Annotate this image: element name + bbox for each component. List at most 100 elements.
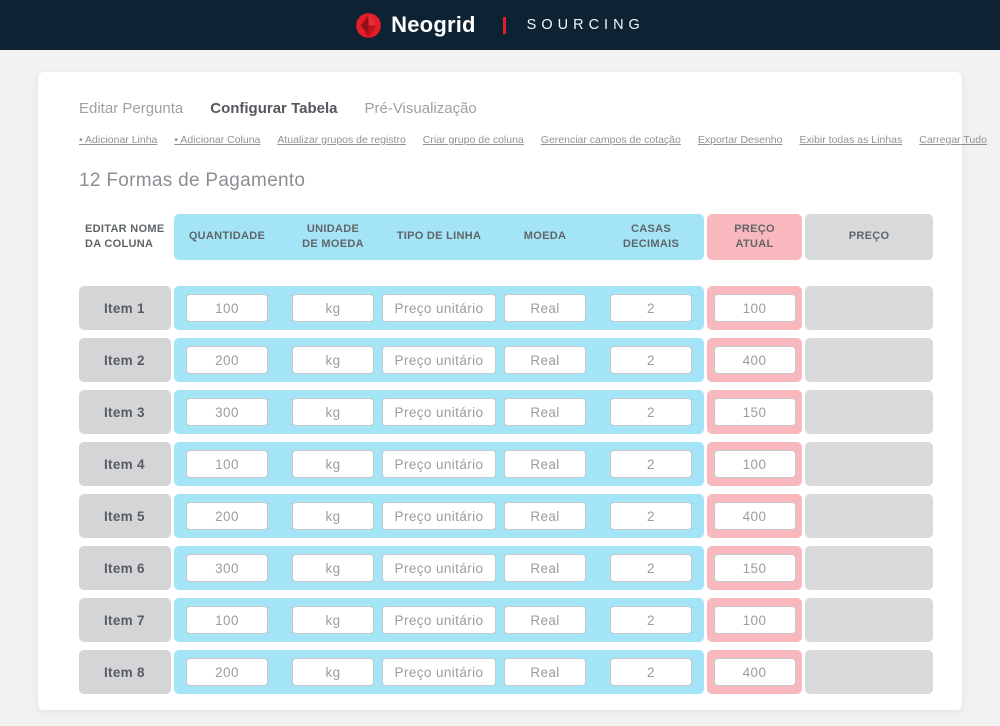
column-header-moeda[interactable]: MOEDA (523, 230, 567, 243)
tipo-de-linha-input[interactable] (382, 606, 496, 634)
tab-pre-visualizacao[interactable]: Pré-Visualização (364, 100, 477, 117)
row-current-price-band (707, 338, 802, 382)
row-label[interactable]: Item 7 (79, 598, 171, 642)
row-label[interactable]: Item 3 (79, 390, 171, 434)
unidade-de-moeda-input[interactable] (292, 502, 374, 530)
link-exportar-desenho[interactable]: Exportar Desenho (697, 134, 783, 146)
row-label[interactable]: Item 5 (79, 494, 171, 538)
casas-decimais-input[interactable] (610, 450, 692, 478)
casas-decimais-input[interactable] (610, 398, 692, 426)
link-adicionar-linha[interactable]: • Adicionar Linha (79, 134, 158, 146)
editable-columns-header-band: QUANTIDADE UNIDADE DE MOEDA TIPO DE LINH… (174, 214, 704, 260)
toolbar-links: • Adicionar Linha • Adicionar Coluna Atu… (79, 134, 987, 146)
moeda-input[interactable] (504, 294, 586, 322)
row-price-cell-empty (805, 390, 933, 434)
row-editable-band (174, 286, 704, 330)
preco-atual-input[interactable] (713, 658, 796, 686)
preco-atual-input[interactable] (713, 450, 796, 478)
tab-editar-pergunta[interactable]: Editar Pergunta (79, 100, 184, 117)
table-row: Item 2 (79, 338, 933, 382)
row-editable-band (174, 338, 704, 382)
row-label[interactable]: Item 1 (79, 286, 171, 330)
row-current-price-band (707, 546, 802, 590)
casas-decimais-input[interactable] (610, 606, 692, 634)
quantidade-input[interactable] (186, 502, 268, 530)
unidade-de-moeda-input[interactable] (292, 658, 374, 686)
table-row: Item 3 (79, 390, 933, 434)
preco-atual-input[interactable] (713, 606, 796, 634)
quantidade-input[interactable] (186, 606, 268, 634)
preco-atual-input[interactable] (713, 294, 796, 322)
tipo-de-linha-input[interactable] (382, 294, 496, 322)
table-header-row: EDITAR NOME DA COLUNA QUANTIDADE UNIDADE… (79, 214, 933, 260)
tipo-de-linha-input[interactable] (382, 398, 496, 426)
tipo-de-linha-input[interactable] (382, 502, 496, 530)
row-price-cell-empty (805, 598, 933, 642)
row-current-price-band (707, 494, 802, 538)
moeda-input[interactable] (504, 606, 586, 634)
preco-atual-input[interactable] (713, 554, 796, 582)
link-criar-grupo-de-coluna[interactable]: Criar grupo de coluna (422, 134, 524, 146)
tipo-de-linha-input[interactable] (382, 658, 496, 686)
link-carregar-tudo[interactable]: Carregar Tudo (919, 134, 987, 146)
unidade-de-moeda-input[interactable] (292, 606, 374, 634)
row-label[interactable]: Item 2 (79, 338, 171, 382)
quantidade-input[interactable] (186, 658, 268, 686)
tipo-de-linha-input[interactable] (382, 554, 496, 582)
row-editable-band (174, 494, 704, 538)
column-header-tipo-de-linha[interactable]: TIPO DE LINHA (396, 230, 482, 243)
unidade-de-moeda-input[interactable] (292, 294, 374, 322)
unidade-de-moeda-input[interactable] (292, 398, 374, 426)
casas-decimais-input[interactable] (610, 658, 692, 686)
row-price-cell-empty (805, 286, 933, 330)
moeda-input[interactable] (504, 398, 586, 426)
moeda-input[interactable] (504, 554, 586, 582)
moeda-input[interactable] (504, 346, 586, 374)
casas-decimais-input[interactable] (610, 502, 692, 530)
column-header-casas-decimais[interactable]: CASAS DECIMAIS (622, 222, 680, 250)
tipo-de-linha-input[interactable] (382, 346, 496, 374)
brand-group: Neogrid SOURCING (355, 12, 645, 39)
row-current-price-band (707, 286, 802, 330)
column-header-unidade-de-moeda[interactable]: UNIDADE DE MOEDA (302, 222, 364, 250)
row-editable-band (174, 650, 704, 694)
tab-configurar-tabela[interactable]: Configurar Tabela (210, 100, 338, 117)
table-row: Item 4 (79, 442, 933, 486)
row-label[interactable]: Item 4 (79, 442, 171, 486)
column-header-quantidade[interactable]: QUANTIDADE (188, 230, 266, 243)
unidade-de-moeda-input[interactable] (292, 554, 374, 582)
preco-atual-input[interactable] (713, 398, 796, 426)
casas-decimais-input[interactable] (610, 554, 692, 582)
quantidade-input[interactable] (186, 294, 268, 322)
tab-bar: Editar Pergunta Configurar Tabela Pré-Vi… (79, 100, 933, 117)
quantidade-input[interactable] (186, 346, 268, 374)
moeda-input[interactable] (504, 502, 586, 530)
quantidade-input[interactable] (186, 554, 268, 582)
row-editable-band (174, 546, 704, 590)
link-adicionar-coluna[interactable]: • Adicionar Coluna (174, 134, 261, 146)
row-label[interactable]: Item 6 (79, 546, 171, 590)
row-price-cell-empty (805, 650, 933, 694)
row-current-price-band (707, 442, 802, 486)
main-card: Editar Pergunta Configurar Tabela Pré-Vi… (38, 72, 987, 710)
moeda-input[interactable] (504, 658, 586, 686)
quantidade-input[interactable] (186, 450, 268, 478)
casas-decimais-input[interactable] (610, 346, 692, 374)
column-header-preco[interactable]: PREÇO (848, 230, 890, 243)
price-header-band: PREÇO (805, 214, 933, 260)
row-label[interactable]: Item 8 (79, 650, 171, 694)
unidade-de-moeda-input[interactable] (292, 450, 374, 478)
row-current-price-band (707, 598, 802, 642)
tipo-de-linha-input[interactable] (382, 450, 496, 478)
preco-atual-input[interactable] (713, 346, 796, 374)
link-gerenciar-campos-de-cotacao[interactable]: Gerenciar campos de cotação (540, 134, 681, 146)
unidade-de-moeda-input[interactable] (292, 346, 374, 374)
brand-separator (502, 16, 506, 34)
moeda-input[interactable] (504, 450, 586, 478)
casas-decimais-input[interactable] (610, 294, 692, 322)
preco-atual-input[interactable] (713, 502, 796, 530)
link-atualizar-grupos-de-registro[interactable]: Atualizar grupos de registro (277, 134, 406, 146)
column-header-preco-atual[interactable]: PREÇO ATUAL (734, 222, 775, 250)
link-exibir-todas-as-linhas[interactable]: Exibir todas as Linhas (799, 134, 903, 146)
quantidade-input[interactable] (186, 398, 268, 426)
